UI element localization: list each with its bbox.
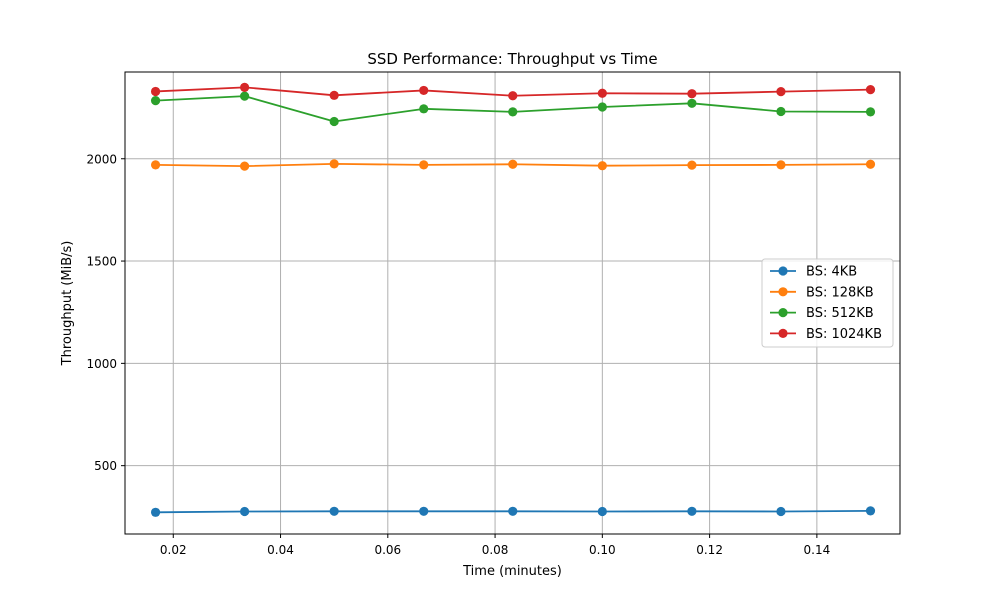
data-point <box>419 104 429 114</box>
tick-layer: 0.02 0.04 0.06 0.08 0.10 0.12 0.14 500 1000 1500 2… <box>86 152 830 557</box>
series-group <box>150 159 876 171</box>
data-point <box>687 160 697 170</box>
data-point <box>865 506 876 516</box>
series-layer <box>150 82 876 517</box>
y-tick-label: 1000 <box>86 357 117 371</box>
data-point <box>687 89 697 99</box>
data-point <box>150 96 161 106</box>
x-axis-label: Time (minutes) <box>462 564 562 579</box>
legend-items: BS: 4KB BS: 128KB BS: 512KB BS: 1024KB <box>770 265 882 342</box>
data-point <box>419 506 429 516</box>
data-point <box>597 88 607 98</box>
data-point <box>508 159 518 169</box>
data-point <box>329 116 339 127</box>
y-axis-label: Throughput (MiB/s) <box>60 241 75 367</box>
legend-marker <box>778 328 788 338</box>
legend-label: BS: 4KB <box>806 265 857 280</box>
legend-marker <box>778 266 788 276</box>
data-point <box>329 159 339 169</box>
data-point <box>240 506 250 517</box>
legend-marker <box>778 287 788 297</box>
data-point <box>776 87 786 97</box>
legend-label: BS: 512KB <box>806 306 874 321</box>
data-point <box>419 85 429 96</box>
x-tick-label: 0.14 <box>804 543 831 557</box>
data-point <box>687 98 697 108</box>
data-point <box>776 506 786 517</box>
y-tick-label: 2000 <box>86 152 117 166</box>
data-point <box>865 159 876 169</box>
legend-label: BS: 128KB <box>806 285 874 300</box>
data-point <box>240 161 250 171</box>
chart-title: SSD Performance: Throughput vs Time <box>367 50 657 68</box>
legend: BS: 4KB BS: 128KB BS: 512KB BS: 1024KB <box>761 258 894 348</box>
data-point <box>597 506 607 517</box>
data-point <box>865 84 876 95</box>
x-tick-label: 0.02 <box>160 543 187 557</box>
data-point <box>150 160 161 170</box>
legend-marker <box>778 308 788 318</box>
data-point <box>776 160 786 170</box>
data-point <box>240 91 250 101</box>
x-tick-label: 0.12 <box>696 543 723 557</box>
data-point <box>419 160 429 170</box>
x-tick-label: 0.04 <box>267 543 294 557</box>
data-point <box>597 161 607 171</box>
data-point <box>865 107 876 117</box>
plot-area-frame <box>124 71 901 535</box>
data-point <box>329 90 339 100</box>
legend-box <box>761 258 894 348</box>
data-point <box>240 82 250 92</box>
data-point <box>687 506 697 516</box>
x-tick-label: 0.10 <box>589 543 616 557</box>
y-tick-label: 1500 <box>86 255 117 269</box>
series-group <box>150 91 876 127</box>
data-point <box>508 506 518 516</box>
data-point <box>508 107 518 117</box>
series-group <box>150 506 876 517</box>
data-point <box>597 102 607 112</box>
y-tick-label: 500 <box>94 459 117 473</box>
data-point <box>150 86 161 97</box>
legend-label: BS: 1024KB <box>806 327 882 342</box>
data-point <box>329 506 339 516</box>
series-group <box>150 82 876 101</box>
data-point <box>150 507 161 517</box>
data-point <box>776 106 786 117</box>
x-tick-label: 0.06 <box>374 543 401 557</box>
x-tick-label: 0.08 <box>482 543 509 557</box>
data-point <box>508 91 518 101</box>
